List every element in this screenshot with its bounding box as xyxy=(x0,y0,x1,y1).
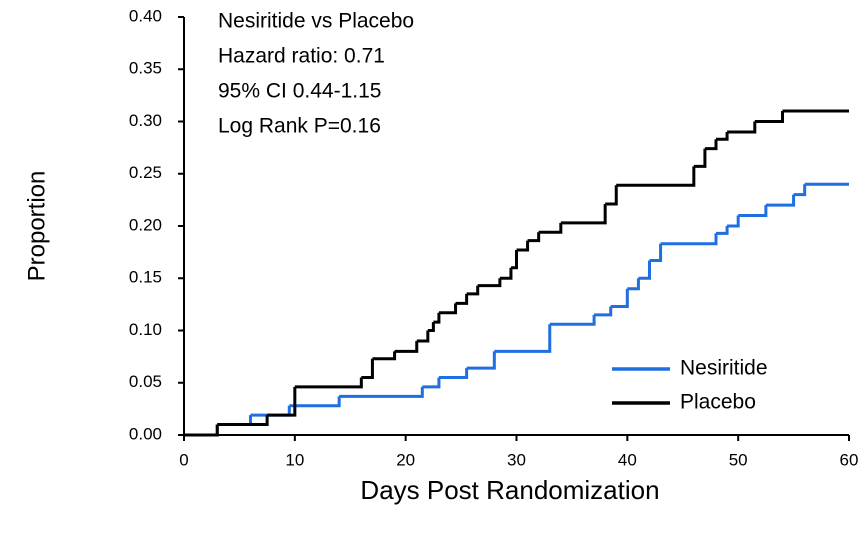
step-segment xyxy=(605,185,618,206)
step-segment xyxy=(727,121,757,134)
x-axis-label: Days Post Randomization xyxy=(360,475,659,505)
x-tick-label: 10 xyxy=(285,450,304,469)
step-segment xyxy=(433,312,441,324)
step-segment xyxy=(427,322,435,332)
x-tick-label: 50 xyxy=(729,450,748,469)
step-segment xyxy=(294,377,363,389)
step-segment xyxy=(527,232,541,243)
step-segment xyxy=(372,351,397,361)
step-segment xyxy=(494,324,552,353)
step-segment xyxy=(267,386,297,417)
y-tick-label: 0.00 xyxy=(129,424,162,443)
step-segment xyxy=(510,250,518,270)
step-segment xyxy=(716,131,729,141)
step-segment xyxy=(616,166,696,187)
step-segment xyxy=(649,243,663,262)
step-segment xyxy=(793,184,807,197)
y-tick-label: 0.10 xyxy=(129,320,162,339)
step-segment xyxy=(416,330,430,343)
y-tick-label: 0.25 xyxy=(129,163,162,182)
x-tick-label: 30 xyxy=(507,450,526,469)
step-segment xyxy=(638,260,651,280)
step-segment xyxy=(422,377,441,389)
step-segment xyxy=(361,358,374,380)
y-axis-label: Proportion xyxy=(23,171,50,282)
step-segment xyxy=(217,415,269,427)
step-segment xyxy=(438,303,458,315)
x-tick-label: 40 xyxy=(618,450,637,469)
annotation: Log Rank P=0.16 xyxy=(218,115,381,138)
annotation: Nesiritide vs Placebo xyxy=(218,10,414,33)
step-segment xyxy=(538,222,563,234)
step-segment xyxy=(560,204,607,225)
x-tick-label: 0 xyxy=(179,450,188,469)
y-tick-label: 0.35 xyxy=(129,59,162,78)
step-segment xyxy=(727,215,740,228)
step-segment xyxy=(289,396,341,408)
x-tick-label: 20 xyxy=(396,450,415,469)
step-segment xyxy=(477,278,502,288)
y-tick-label: 0.40 xyxy=(129,6,162,25)
step-segment xyxy=(660,233,718,246)
y-tick-label: 0.30 xyxy=(129,111,162,130)
step-segment xyxy=(594,306,613,317)
legend-label: Placebo xyxy=(680,391,756,414)
step-segment xyxy=(394,340,419,353)
x-tick-label: 60 xyxy=(840,450,859,469)
step-segment xyxy=(627,278,640,291)
step-segment xyxy=(610,288,629,308)
step-segment xyxy=(184,424,219,437)
step-segment xyxy=(466,285,480,296)
step-segment xyxy=(765,194,796,207)
step-segment xyxy=(455,293,469,305)
step-segment xyxy=(693,148,707,168)
step-segment xyxy=(499,267,513,280)
step-segment xyxy=(754,111,784,123)
step-segment xyxy=(184,424,219,437)
y-tick-label: 0.05 xyxy=(129,372,162,391)
annotation: 95% CI 0.44-1.15 xyxy=(218,80,381,103)
step-segment xyxy=(438,368,469,380)
step-segment xyxy=(466,351,496,370)
step-segment xyxy=(704,139,718,151)
step-segment xyxy=(549,314,596,326)
step-segment xyxy=(716,226,729,235)
step-segment xyxy=(339,386,424,398)
step-segment xyxy=(738,205,768,218)
step-segment xyxy=(516,240,530,252)
y-tick-label: 0.20 xyxy=(129,215,162,234)
legend-label: Nesiritide xyxy=(680,357,768,380)
annotation: Hazard ratio: 0.71 xyxy=(218,45,385,68)
y-tick-label: 0.15 xyxy=(129,268,162,287)
